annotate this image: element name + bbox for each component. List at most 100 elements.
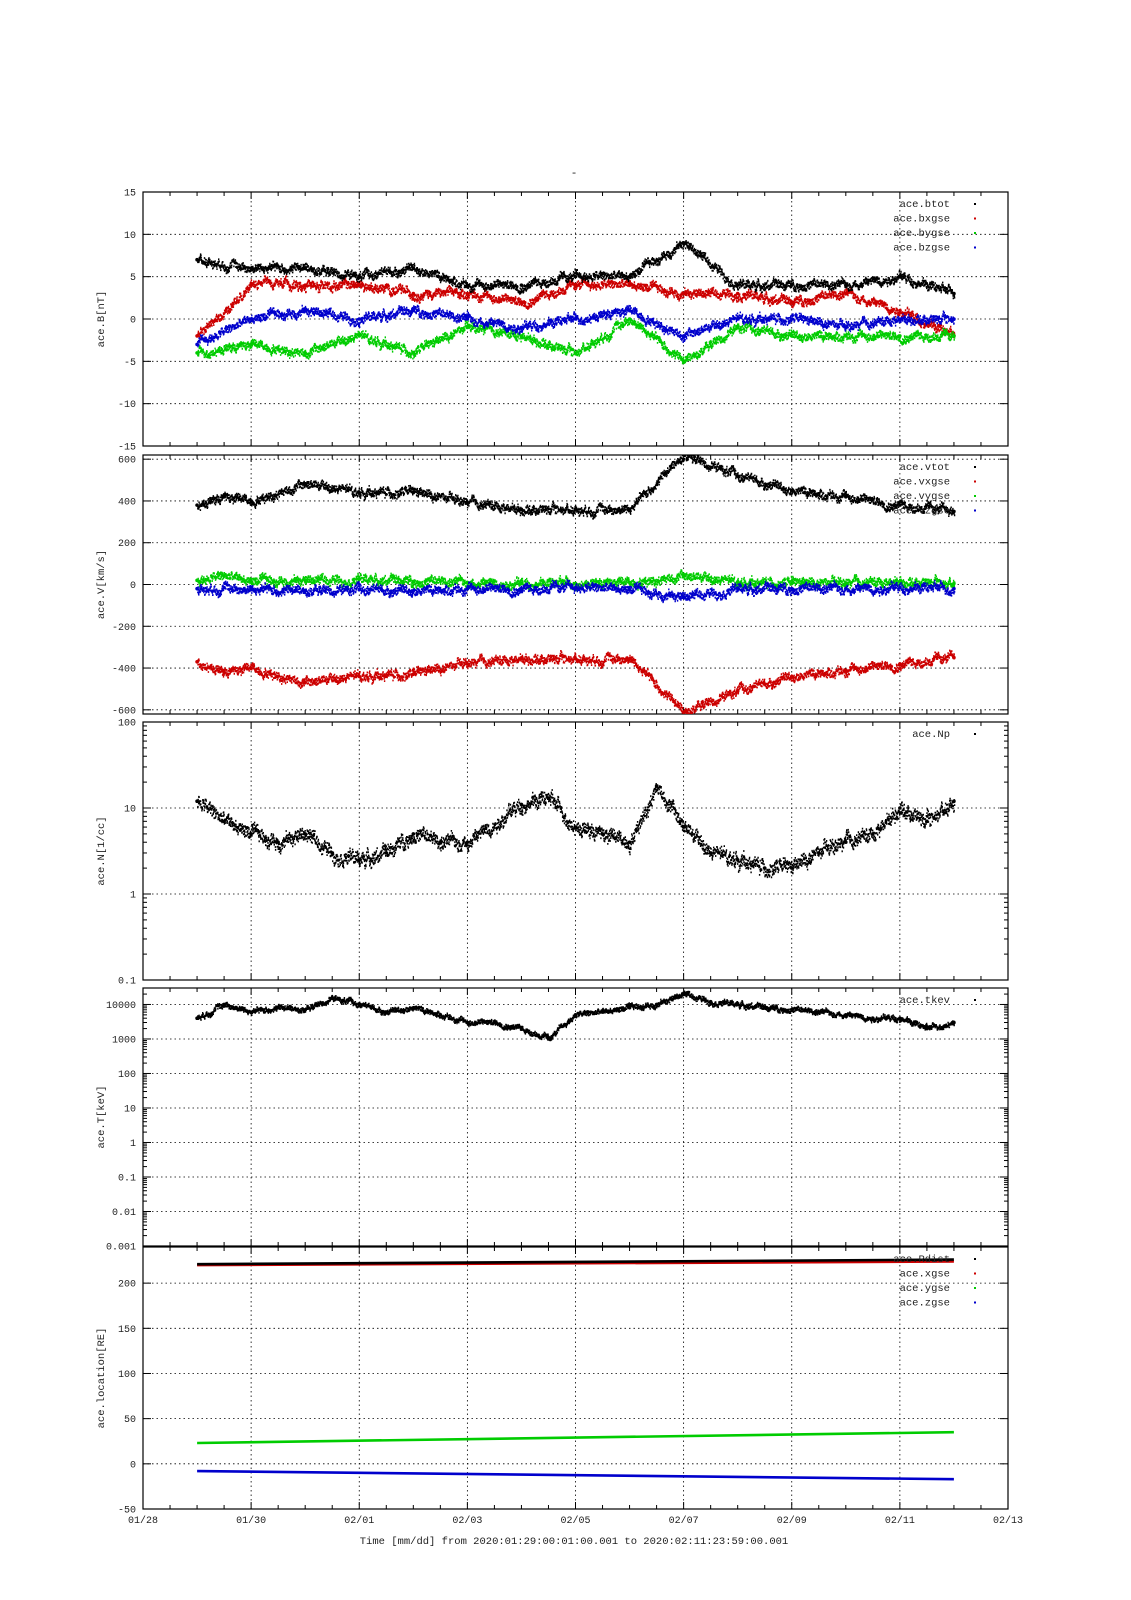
- y-axis-label: ace.N[1/cc]: [96, 816, 108, 885]
- y-tick-label: 15: [124, 189, 136, 200]
- legend-marker: [974, 1258, 976, 1260]
- x-axis-label: Time [mm/dd] from 2020:01:29:00:01:00.00…: [360, 1536, 788, 1548]
- legend-marker: [974, 1287, 976, 1289]
- figure-title: -: [571, 168, 578, 180]
- y-tick-label: 100: [118, 1070, 136, 1081]
- y-tick-label: 0: [130, 316, 136, 327]
- y-tick-label: 10: [124, 231, 136, 242]
- legend-label: ace.vtot: [900, 462, 950, 474]
- series-ace-np-point: [898, 806, 902, 810]
- legend-label: ace.vygse: [893, 491, 950, 503]
- series-ace-np: [197, 783, 956, 879]
- y-tick-label: 50: [124, 1415, 136, 1426]
- x-tick-label: 02/09: [777, 1515, 807, 1527]
- series-ace-rdist: [197, 1258, 954, 1266]
- panels-layer: 151050-5-10-15ace.B[nT]ace.btotace.bxgse…: [96, 189, 1023, 1528]
- y-tick-label: 0: [130, 581, 136, 592]
- legend-marker: [974, 466, 976, 468]
- y-tick-label: 200: [118, 539, 136, 550]
- series-layer: [195, 240, 956, 365]
- series-ace-zgse: [197, 1469, 954, 1481]
- y-tick-label: 0.01: [112, 1208, 136, 1219]
- y-tick-label: 100: [118, 719, 136, 730]
- legend-label: ace.Rdist: [893, 1254, 950, 1266]
- series-ace-vtot: [197, 455, 956, 520]
- y-tick-label: -15: [118, 443, 136, 454]
- y-tick-label: 10: [124, 805, 136, 816]
- series-ace-btot: [197, 240, 956, 300]
- series-layer: [195, 990, 956, 1042]
- legend-marker: [974, 495, 976, 497]
- y-tick-label: 1: [130, 1139, 136, 1150]
- series-ace-ygse: [197, 1430, 954, 1445]
- plot-frame: [142, 987, 1009, 1247]
- y-axis-label: ace.V[km/s]: [96, 550, 108, 619]
- legend-marker: [974, 232, 976, 234]
- y-tick-label: 0.001: [106, 1243, 136, 1254]
- x-tick-label: 02/05: [560, 1515, 590, 1527]
- y-tick-label: -50: [118, 1506, 136, 1517]
- legend-label: ace.vzgse: [893, 506, 950, 518]
- y-tick-label: -200: [112, 623, 136, 634]
- legend-marker: [974, 217, 976, 220]
- y-tick-label: -400: [112, 665, 136, 676]
- y-tick-label: 600: [118, 456, 136, 467]
- panel-5: 200 150 100 50 0 -50 ace.location[RE] ace.Rdist…: [96, 1246, 1009, 1517]
- x-tick-label: 02/07: [669, 1515, 699, 1527]
- series-ace-vxgse: [197, 649, 956, 714]
- y-tick-label: -5: [124, 358, 136, 369]
- series-layer: [195, 455, 956, 714]
- y-tick-label: 1: [130, 891, 136, 902]
- y-tick-label: 1000: [112, 1035, 136, 1046]
- legend-marker: [974, 246, 976, 249]
- panel-1: 15 10 5 0 -5 -10 -15 ace.B[nT] ace.btot ace.bxgse…: [96, 189, 1009, 454]
- y-tick-label: 0: [130, 1460, 136, 1471]
- legend-label: ace.zgse: [900, 1298, 950, 1310]
- x-tick-label: 02/13: [993, 1515, 1023, 1527]
- y-axis-label: ace.T[keV]: [96, 1085, 108, 1148]
- legend-label: ace.Np: [912, 729, 950, 741]
- legend-marker: [974, 733, 976, 735]
- y-tick-label: 5: [130, 273, 136, 284]
- legend-label: ace.ygse: [900, 1283, 950, 1295]
- series-layer: [197, 1258, 954, 1481]
- y-tick-label: 150: [118, 1325, 136, 1336]
- panel-3: 100 10 1 0.1 ace.N[1/cc] ace.Np: [96, 719, 1009, 988]
- legend-marker: [974, 999, 976, 1001]
- x-tick-label: 02/01: [344, 1515, 374, 1527]
- y-tick-label: -10: [118, 400, 136, 411]
- legend-label: ace.tkev: [900, 995, 950, 1007]
- legend-label: ace.vxgse: [893, 477, 950, 489]
- legend-marker: [974, 203, 976, 205]
- series-layer: [195, 783, 956, 879]
- legend-marker: [974, 1272, 976, 1275]
- legend-label: ace.btot: [900, 199, 950, 211]
- legend-label: ace.xgse: [900, 1269, 950, 1281]
- y-tick-label: 10000: [106, 1001, 136, 1012]
- series-ace-vzgse: [197, 579, 956, 604]
- x-tick-label: 01/28: [128, 1515, 158, 1527]
- y-tick-label: 200: [118, 1280, 136, 1291]
- y-tick-label: 100: [118, 1370, 136, 1381]
- legend-marker: [974, 480, 976, 483]
- y-axis-label: ace.location[RE]: [96, 1328, 108, 1429]
- y-tick-label: 0.1: [118, 1173, 136, 1184]
- y-tick-label: 400: [118, 497, 136, 508]
- legend-label: ace.bxgse: [893, 214, 950, 226]
- x-tick-label: 02/03: [452, 1515, 482, 1527]
- y-axis-label: ace.B[nT]: [96, 291, 108, 348]
- legend-marker: [974, 1301, 976, 1304]
- y-tick-label: -600: [112, 706, 136, 717]
- plot-frame: [142, 721, 1009, 981]
- x-tick-label: 01/30: [236, 1515, 266, 1527]
- series-ace-bygse: [197, 317, 956, 365]
- y-tick-label: 0.1: [118, 977, 136, 988]
- series-ace-bxgse: [197, 275, 956, 339]
- x-tick-label: 02/11: [885, 1515, 915, 1527]
- legend-label: ace.bygse: [893, 228, 950, 240]
- panel-4: 10000 1000 100 10 1 0.1 0.01 0.001 ace.T[keV] ace…: [96, 987, 1009, 1254]
- series-ace-bzgse: [197, 304, 956, 348]
- y-tick-label: 10: [124, 1104, 136, 1115]
- legend-label: ace.bzgse: [893, 243, 950, 255]
